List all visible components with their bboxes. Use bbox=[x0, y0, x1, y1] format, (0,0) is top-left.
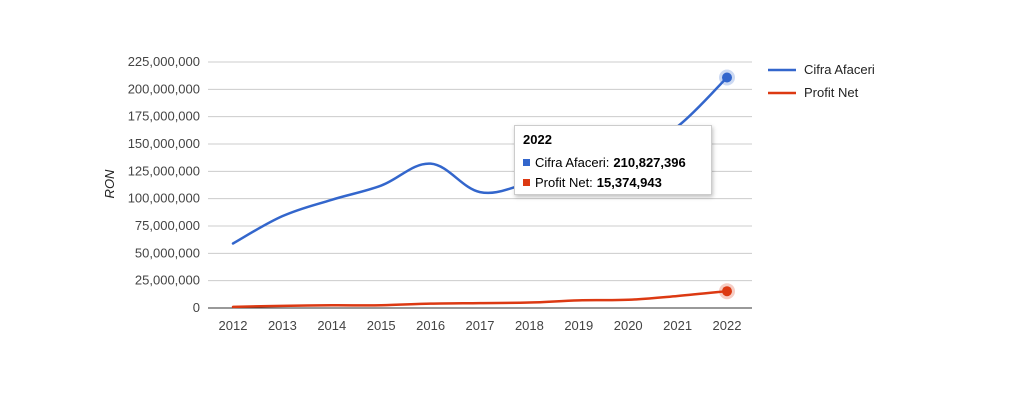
y-tick-label: 200,000,000 bbox=[128, 81, 200, 96]
y-axis-title: RON bbox=[102, 169, 117, 199]
tooltip: 2022 Cifra Afaceri: 210,827,396 Profit N… bbox=[514, 125, 712, 195]
point-cifra-afaceri-2022 bbox=[722, 72, 732, 83]
x-tick-label: 2014 bbox=[317, 318, 346, 333]
y-axis-tick-labels: 0 25,000,000 50,000,000 75,000,000 100,000,0… bbox=[128, 54, 200, 315]
y-tick-label: 50,000,000 bbox=[135, 245, 200, 260]
y-tick-label: 25,000,000 bbox=[135, 273, 200, 288]
tooltip-label: Cifra Afaceri: bbox=[535, 154, 610, 170]
y-tick-label: 175,000,000 bbox=[128, 109, 200, 124]
x-tick-label: 2021 bbox=[663, 318, 692, 333]
tooltip-label: Profit Net: bbox=[535, 174, 593, 190]
x-tick-label: 2013 bbox=[268, 318, 297, 333]
y-tick-label: 0 bbox=[193, 300, 200, 315]
series-line-profit-net bbox=[231, 289, 729, 309]
legend-label-profit-net: Profit Net bbox=[804, 85, 859, 100]
tooltip-swatch-profit-net bbox=[523, 178, 530, 186]
x-tick-label: 2018 bbox=[515, 318, 544, 333]
y-tick-label: 125,000,000 bbox=[128, 163, 200, 178]
x-tick-label: 2012 bbox=[219, 318, 248, 333]
x-axis-tick-labels: 2012 2013 2014 2015 2016 2017 2018 2019 2020 2021… bbox=[219, 318, 742, 333]
gridlines bbox=[208, 61, 752, 309]
tooltip-row-profit-net: Profit Net: 15,374,943 bbox=[523, 172, 703, 192]
x-tick-label: 2022 bbox=[713, 318, 742, 333]
tooltip-value: 210,827,396 bbox=[613, 154, 686, 170]
y-tick-label: 100,000,000 bbox=[128, 191, 200, 206]
legend: Cifra Afaceri Profit Net bbox=[768, 62, 875, 100]
y-tick-label: 150,000,000 bbox=[128, 136, 200, 151]
x-tick-label: 2015 bbox=[367, 318, 396, 333]
tooltip-title: 2022 bbox=[523, 132, 552, 147]
x-tick-label: 2020 bbox=[614, 318, 643, 333]
x-tick-label: 2017 bbox=[466, 318, 495, 333]
point-profit-net-2022 bbox=[722, 286, 732, 297]
y-tick-label: 225,000,000 bbox=[128, 54, 200, 69]
tooltip-value: 15,374,943 bbox=[596, 174, 662, 190]
x-tick-label: 2019 bbox=[564, 318, 593, 333]
series-highlight-points bbox=[719, 69, 735, 300]
tooltip-row-cifra-afaceri: Cifra Afaceri: 210,827,396 bbox=[523, 152, 703, 172]
y-tick-label: 75,000,000 bbox=[135, 218, 200, 233]
tooltip-swatch-cifra-afaceri bbox=[523, 158, 530, 166]
x-tick-label: 2016 bbox=[416, 318, 445, 333]
legend-label-cifra-afaceri: Cifra Afaceri bbox=[804, 62, 875, 77]
